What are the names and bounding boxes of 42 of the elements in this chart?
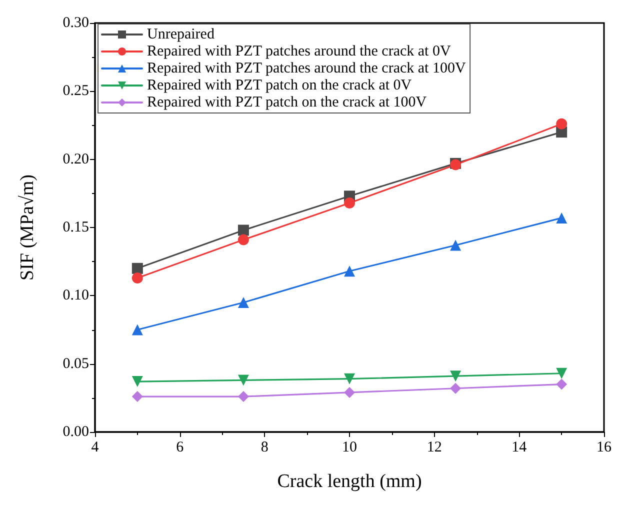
point xyxy=(132,272,143,284)
point xyxy=(450,240,462,251)
y-tick-label: 0.20 xyxy=(62,151,89,168)
x-tick-label: 8 xyxy=(260,440,268,456)
x-tick-label: 6 xyxy=(176,440,184,456)
legend-label: Unrepaired xyxy=(147,26,215,42)
x-tick-label: 14 xyxy=(512,440,528,456)
point xyxy=(556,212,568,224)
legend-label: Repaired with PZT patches around the crack at 0V xyxy=(147,44,451,60)
point xyxy=(344,266,355,277)
x-tick-label: 4 xyxy=(91,440,100,456)
y-tick-label: 0.05 xyxy=(62,356,89,372)
legend-label: Repaired with PZT patch on the crack at 100V xyxy=(147,94,427,110)
y-axis-title: SIF (MPa√m) xyxy=(17,174,38,280)
point xyxy=(238,374,249,386)
point xyxy=(450,370,462,382)
point xyxy=(132,324,143,336)
point xyxy=(238,224,249,236)
point xyxy=(556,118,568,130)
y-tick-label: 0.25 xyxy=(62,83,89,100)
y-tick-label: 0.10 xyxy=(62,288,89,304)
legend-label: Repaired with PZT patch on the crack at 0V xyxy=(147,78,412,94)
y-tick-label: 0.00 xyxy=(62,424,89,440)
x-axis-title: Crack length (mm) xyxy=(277,471,422,492)
point xyxy=(132,376,143,388)
x-tick-label: 16 xyxy=(596,440,612,456)
point xyxy=(238,391,249,402)
x-tick-label: 10 xyxy=(342,440,357,456)
point xyxy=(238,234,249,246)
point xyxy=(556,368,568,379)
legend-label: Repaired with PZT patches around the crack at 100V xyxy=(147,60,466,76)
x-tick-label: 12 xyxy=(426,440,442,456)
y-tick-label: 0.15 xyxy=(62,220,89,236)
point xyxy=(344,197,355,208)
point xyxy=(344,373,355,384)
y-tick-label: 0.30 xyxy=(62,15,89,31)
point xyxy=(344,386,355,398)
point xyxy=(556,378,568,390)
point xyxy=(132,262,143,274)
point xyxy=(450,382,462,394)
point xyxy=(132,391,143,402)
point xyxy=(238,296,249,308)
